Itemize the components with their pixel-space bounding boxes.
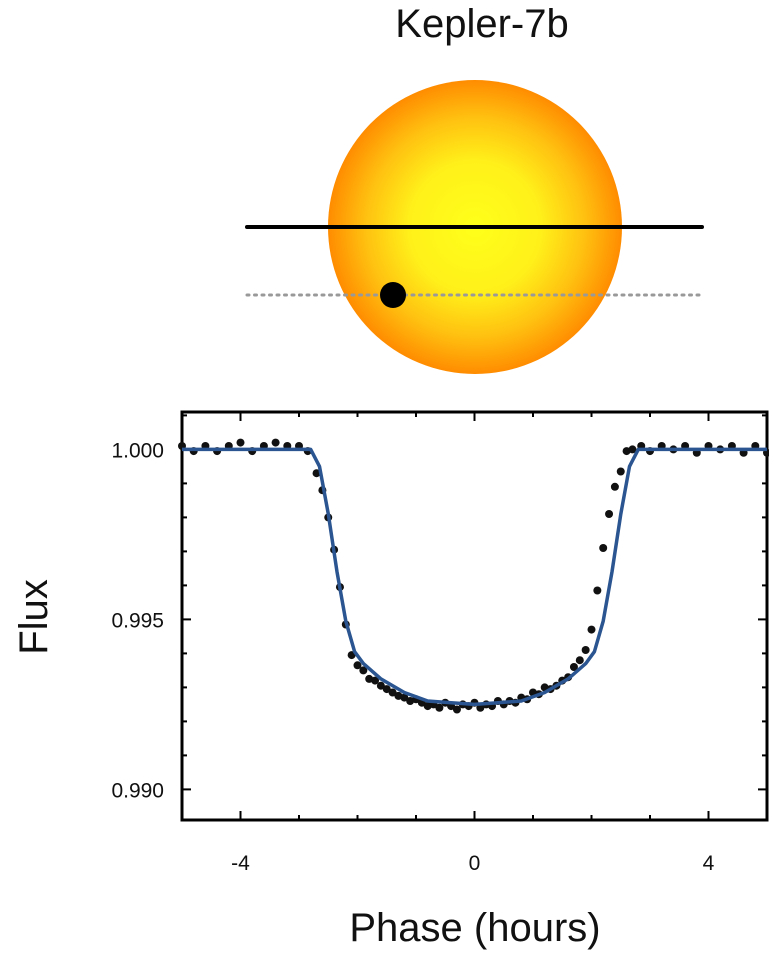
y-axis-title: Flux [12,579,56,655]
data-point [593,586,602,595]
data-point [353,661,362,670]
data-point [569,663,578,671]
star-illustration [245,80,704,374]
y-tick-label: 0.990 [111,779,164,802]
data-point [616,467,625,476]
data-point [236,438,245,447]
x-axis-title: Phase (hours) [349,906,600,950]
data-points [178,438,769,714]
data-point [599,544,608,552]
data-point [312,469,321,478]
light-curve-plot: -4 0 4 1.000 0.995 0.990 [111,410,769,875]
model-line [182,447,767,707]
x-tick-label: 0 [469,852,481,875]
data-point [452,705,461,714]
data-point [271,438,280,447]
data-point [371,676,380,685]
data-point [628,445,637,454]
data-point [359,666,368,675]
data-point [587,625,596,634]
x-tick-label: -4 [231,852,250,875]
data-point [382,685,391,694]
data-point [400,693,409,702]
y-tick-label: 1.000 [111,439,164,462]
data-point [376,681,385,690]
x-tick-label: 4 [703,852,715,875]
planet-disk [380,282,406,308]
y-tick-label: 0.995 [111,609,164,632]
data-point [610,482,619,491]
plot-frame [180,410,769,822]
chart-title: Kepler-7b [395,2,568,46]
tick-labels: -4 0 4 1.000 0.995 0.990 [111,439,714,875]
model-curve [182,447,767,707]
data-point [581,646,590,654]
axis-ticks [181,412,768,820]
data-point [575,656,584,665]
data-point [388,688,397,697]
data-point [435,703,444,712]
data-point [605,510,614,518]
